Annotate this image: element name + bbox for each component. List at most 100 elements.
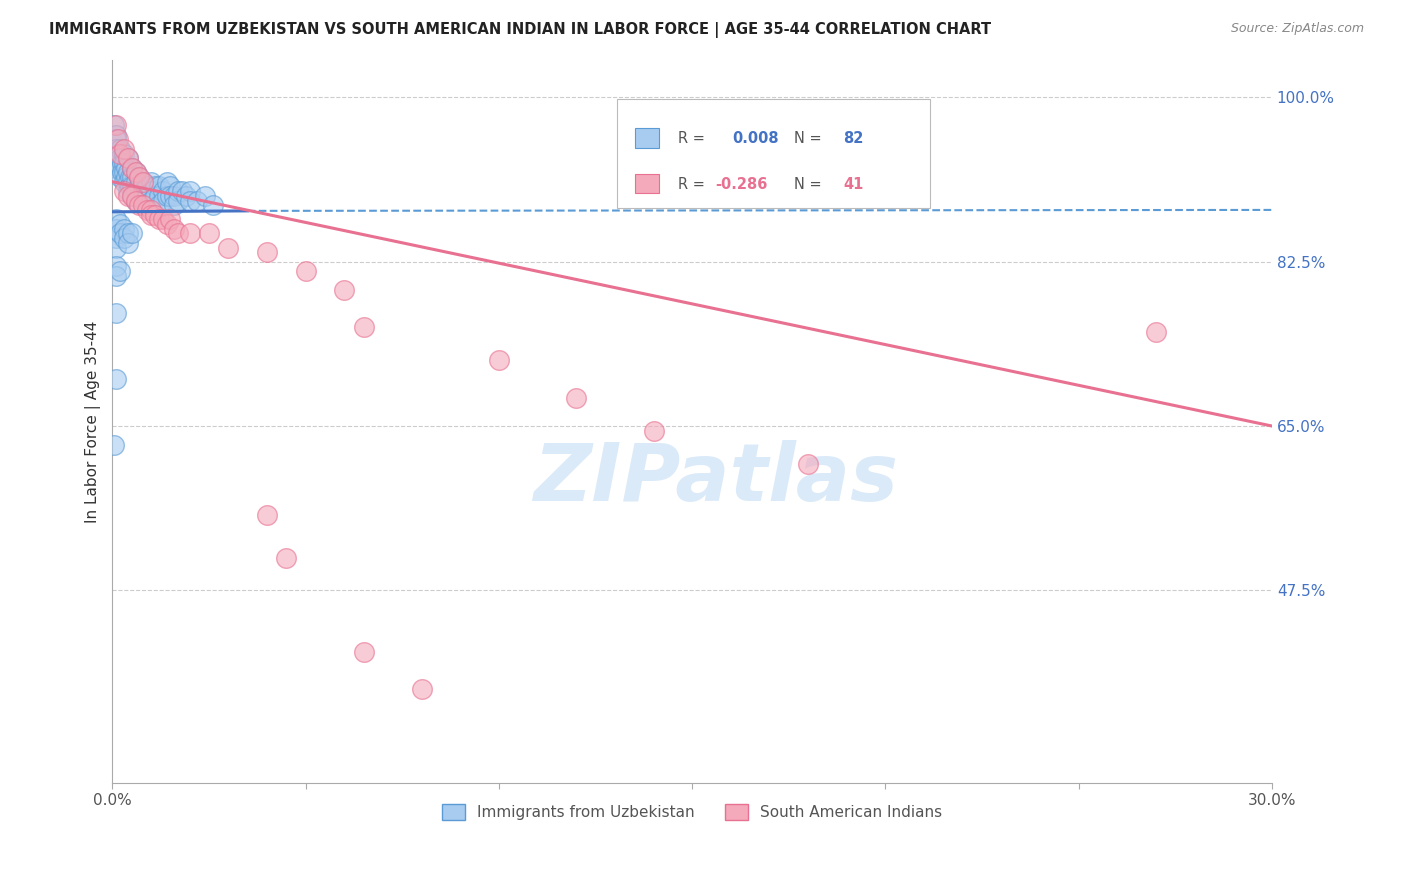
Point [118, 179, 141, 194]
Point [294, 264, 316, 278]
Point [124, 184, 146, 198]
Point [118, 169, 141, 184]
FancyBboxPatch shape [636, 174, 658, 194]
Point [139, 175, 162, 189]
Point [1144, 325, 1167, 339]
Text: -0.286: -0.286 [716, 177, 768, 192]
Point [117, 189, 139, 203]
Point [194, 189, 217, 203]
FancyBboxPatch shape [617, 99, 929, 208]
Point [108, 151, 131, 165]
Point [115, 169, 138, 184]
Text: IMMIGRANTS FROM UZBEKISTAN VS SOUTH AMERICAN INDIAN IN LABOR FORCE | AGE 35-44 C: IMMIGRANTS FROM UZBEKISTAN VS SOUTH AMER… [49, 22, 991, 38]
Point [105, 240, 128, 254]
Point [107, 132, 129, 146]
Point [112, 184, 135, 198]
Text: ZIPatlas: ZIPatlas [533, 440, 898, 518]
Text: Source: ZipAtlas.com: Source: ZipAtlas.com [1230, 22, 1364, 36]
Point [124, 194, 146, 208]
Point [163, 198, 186, 212]
Point [148, 179, 170, 194]
Point [115, 161, 138, 175]
Point [117, 175, 139, 189]
Point [112, 156, 135, 170]
Point [136, 202, 159, 217]
Y-axis label: In Labor Force | Age 35-44: In Labor Force | Age 35-44 [86, 320, 101, 523]
Point [108, 146, 131, 161]
Point [103, 119, 125, 133]
Point [163, 221, 186, 235]
Point [108, 142, 131, 156]
Point [167, 184, 190, 198]
Point [121, 227, 143, 241]
Point [179, 194, 201, 208]
Point [136, 179, 159, 194]
Point [132, 184, 155, 198]
Point [488, 353, 510, 368]
Point [128, 179, 150, 194]
Point [112, 175, 135, 189]
Point [112, 221, 135, 235]
Point [139, 202, 162, 217]
Point [108, 161, 131, 175]
Point [565, 391, 588, 405]
Point [121, 169, 143, 184]
Point [148, 198, 170, 212]
Point [121, 189, 143, 203]
Point [174, 189, 197, 203]
Point [167, 194, 190, 208]
Point [159, 179, 181, 194]
Text: N =: N = [794, 131, 827, 146]
Point [797, 457, 820, 471]
Text: 41: 41 [842, 177, 863, 192]
Point [105, 212, 128, 227]
Point [136, 189, 159, 203]
Point [117, 165, 139, 179]
Point [186, 194, 208, 208]
Point [143, 208, 166, 222]
Point [128, 198, 150, 212]
Point [117, 184, 139, 198]
Point [108, 169, 131, 184]
Point [105, 119, 128, 133]
Point [353, 320, 375, 334]
Point [143, 189, 166, 203]
Point [333, 283, 356, 297]
Point [276, 550, 298, 565]
Point [198, 227, 221, 241]
Point [105, 231, 128, 245]
Point [139, 194, 162, 208]
Point [148, 212, 170, 227]
Point [117, 151, 139, 165]
FancyBboxPatch shape [636, 128, 658, 148]
Point [139, 208, 162, 222]
Point [170, 184, 193, 198]
Point [256, 245, 278, 260]
Point [112, 231, 135, 245]
Point [132, 175, 155, 189]
Point [148, 189, 170, 203]
Point [105, 221, 128, 235]
Legend: Immigrants from Uzbekistan, South American Indians: Immigrants from Uzbekistan, South Americ… [436, 797, 949, 826]
Point [112, 165, 135, 179]
Point [132, 198, 155, 212]
Point [163, 189, 186, 203]
Point [117, 151, 139, 165]
Point [353, 644, 375, 658]
Point [108, 227, 131, 241]
Point [155, 189, 177, 203]
Point [105, 142, 128, 156]
Point [105, 306, 128, 320]
Point [139, 184, 162, 198]
Point [104, 128, 127, 142]
Point [107, 156, 129, 170]
Point [103, 438, 125, 452]
Point [105, 268, 128, 283]
Point [152, 194, 174, 208]
Text: 0.008: 0.008 [733, 131, 779, 146]
Point [105, 372, 128, 386]
Point [124, 165, 146, 179]
Point [217, 240, 239, 254]
Point [155, 175, 177, 189]
Point [132, 175, 155, 189]
